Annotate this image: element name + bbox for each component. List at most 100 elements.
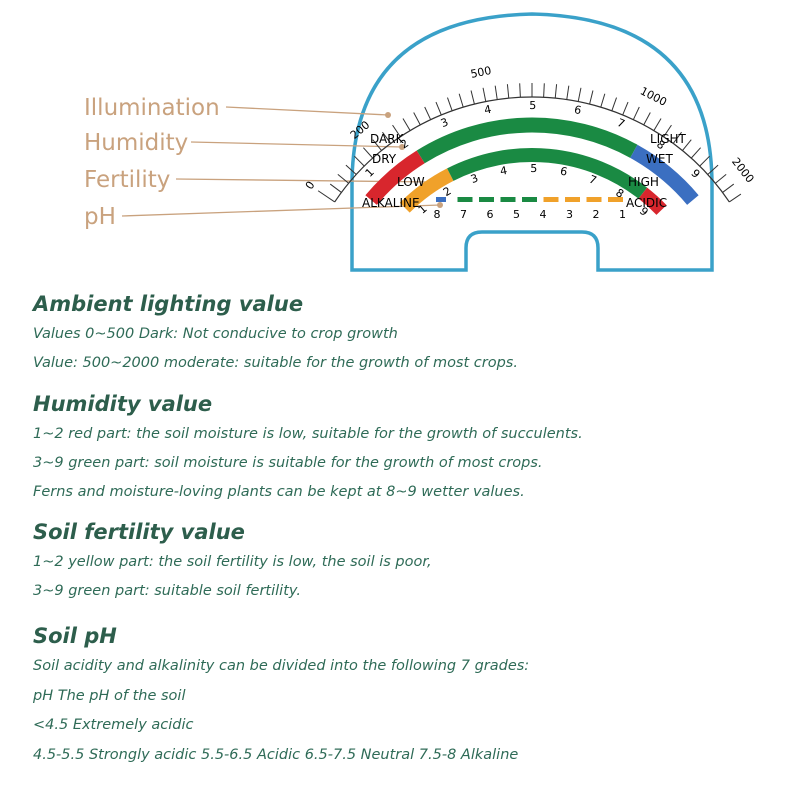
scale-tick [458,93,464,108]
scale-tick [372,139,382,151]
ph-dash [479,197,494,202]
section-line: 1~2 red part: the soil moisture is low, … [33,426,583,442]
ph-dash [522,197,537,202]
humidity-end: DARK [370,132,405,146]
fertility-high-band [638,187,667,215]
scale-tick [589,90,594,105]
meter-label: pH [84,204,116,230]
scale-tick [337,173,349,184]
ph-dash [500,197,516,202]
meter-label: Fertility [84,167,170,193]
ph-dash [457,197,473,202]
scale-label: 500 [469,64,492,81]
humidity-number: 4 [483,103,492,117]
section-line: 3~9 green part: suitable soil fertility. [33,583,301,599]
leader-line [225,106,389,116]
section-heading: Soil pH [33,624,117,648]
leader-dot [385,112,391,118]
fertility-number: 5 [530,162,537,175]
scale-tick [424,106,432,120]
fertility-ok-band [447,148,648,199]
fertility-number: 4 [499,164,508,178]
humidity-end: WET [646,152,673,166]
scale-tick [672,131,682,144]
ph-end: ALKALINE [362,196,420,210]
section-line: Values 0~500 Dark: Not conducive to crop… [33,326,398,342]
leader-dot [437,202,443,208]
scale-arc [334,96,730,203]
scale-tick [494,85,498,100]
humidity-number: 7 [615,116,626,131]
scale-tick [402,118,411,131]
scale-tick [363,147,374,159]
ph-number: 7 [460,208,467,221]
scale-tick [566,85,570,100]
fertility-number: 3 [469,171,480,186]
scale-tick [354,155,365,167]
scale-tick [707,164,719,175]
ph-number: 1 [619,208,626,221]
scale-tick [663,124,672,138]
section-heading: Soil fertility value [33,520,245,544]
ph-dash [436,197,446,202]
scale-tick [622,101,629,116]
scale-tick [543,83,545,98]
ph-end: ACIDIC [626,196,667,210]
fertility-low-band [399,168,454,213]
scale-tick [554,84,558,99]
humidity-end: DRY [372,152,397,166]
ph-dash [586,197,602,202]
scale-tick [632,106,640,120]
scale-tick [715,173,727,184]
scale-tick [519,83,521,98]
section-line: 4.5-5.5 Strongly acidic 5.5-6.5 Acidic 6… [33,746,519,763]
humidity-number: 6 [573,103,582,117]
scale-tick [729,193,742,203]
scale-tick [382,131,392,144]
humidity-number: 3 [439,115,450,130]
section-line: 3~9 green part: soil moisture is suitabl… [33,455,543,471]
scale-tick [600,93,606,108]
scale-tick [435,101,442,116]
fertility-end: HIGH [628,175,659,189]
meter-diagram: IlluminationHumidityFertilitypH020050010… [84,12,757,272]
scale-tick [643,112,651,126]
ph-dash [543,197,559,202]
leader-dot [399,144,405,150]
scale-tick [682,139,692,151]
scale-tick [653,118,662,131]
fertility-end: LOW [397,175,425,189]
ph-number: 8 [434,208,441,221]
section-line: Ferns and moisture-loving plants can be … [33,484,525,500]
humidity-wet-band [630,144,699,205]
humidity-end: LIGHT [650,132,687,146]
scale-tick [722,183,735,193]
section-line: 1~2 yellow part: the soil fertility is l… [33,554,432,570]
scale-tick [699,155,710,167]
ph-number: 5 [513,208,520,221]
ph-number: 4 [540,208,547,221]
scale-label: 2000 [729,155,756,185]
scale-tick [317,190,335,203]
section-heading: Humidity value [33,392,213,416]
humidity-dry-band [365,150,425,205]
ph-number: 3 [566,208,573,221]
humidity-number: 5 [529,99,536,112]
leader-line [121,204,441,217]
section-heading: Ambient lighting value [33,292,304,316]
ph-number: 6 [487,208,494,221]
ph-number: 2 [593,208,600,221]
scale-tick [329,183,342,193]
section-line: Value: 500~2000 moderate: suitable for t… [33,355,518,371]
section-line: <4.5 Extremely acidic [33,717,194,733]
scale-tick [345,164,357,175]
fertility-number: 7 [587,173,598,188]
scale-tick [482,87,487,102]
fertility-number: 6 [559,165,568,179]
leader-line [190,141,403,148]
ph-dash [565,197,580,202]
scale-tick [470,90,475,105]
meter-label: Humidity [84,130,188,156]
section-line: Soil acidity and alkalinity can be divid… [33,658,530,674]
